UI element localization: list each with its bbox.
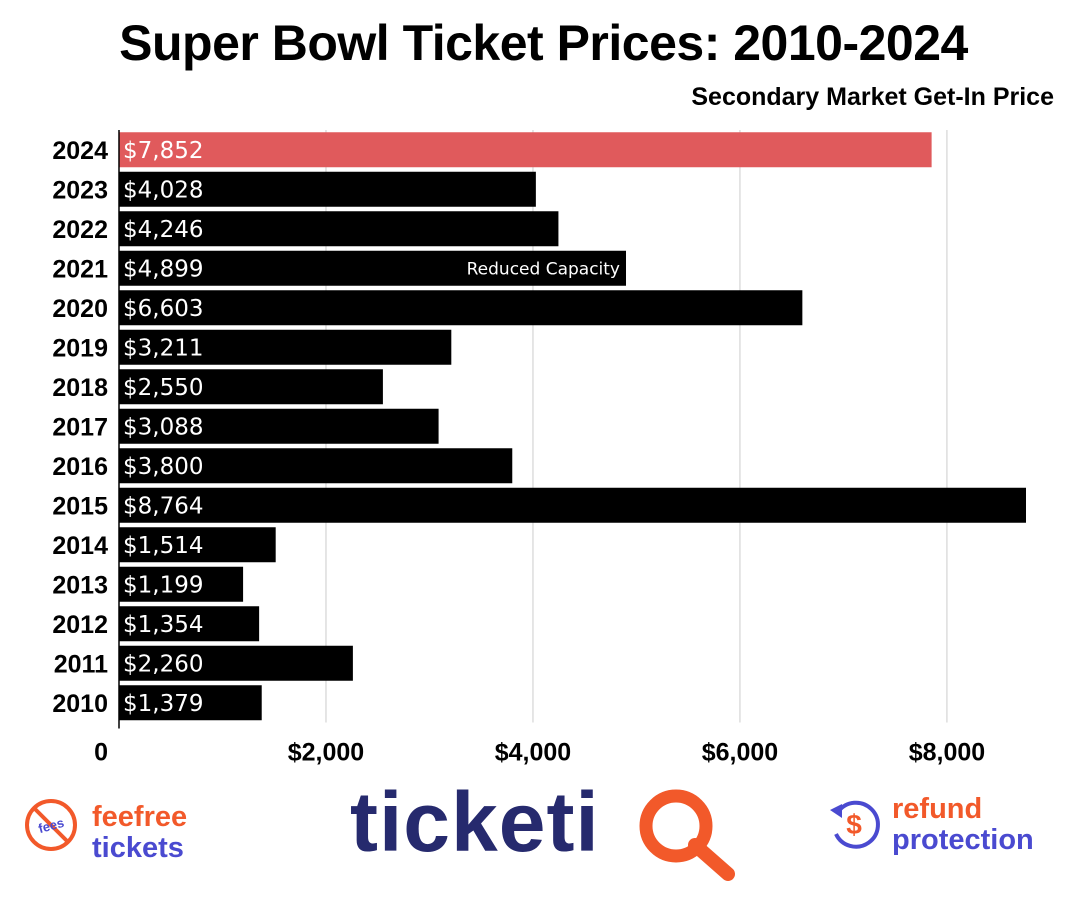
bar-value-label: $3,800	[123, 454, 203, 480]
bar	[119, 448, 513, 484]
x-tick-label: 0	[94, 739, 108, 767]
no-fees-icon-text: fees	[37, 815, 66, 836]
fee-free-tickets-logo: fees feefree tickets	[24, 788, 254, 864]
bar-value-label: $1,354	[123, 612, 203, 638]
category-label: 2023	[52, 176, 108, 204]
bar-value-label: $3,211	[123, 335, 203, 361]
ticketiq-wordmark: ticketi	[350, 775, 600, 869]
bar-value-label: $2,260	[123, 651, 203, 677]
refund-logo-line2: protection	[892, 824, 1034, 856]
bar-value-label: $2,550	[123, 375, 203, 401]
bar-value-label: $6,603	[123, 296, 203, 322]
svg-text:$: $	[846, 809, 862, 840]
x-tick-label: $2,000	[288, 739, 364, 767]
bar	[119, 487, 1026, 523]
x-tick-label: $6,000	[702, 739, 778, 767]
bar	[119, 566, 244, 602]
bar	[119, 645, 353, 681]
category-label: 2010	[52, 690, 108, 718]
bar	[119, 527, 276, 563]
bar	[119, 408, 439, 444]
bar	[119, 606, 260, 642]
bar-value-label: $1,379	[123, 691, 203, 717]
category-label: 2024	[52, 137, 108, 165]
category-label: 2011	[54, 650, 108, 678]
bar	[119, 329, 452, 365]
ticketiq-logo: ticketi	[350, 774, 750, 884]
bar-annotation: Reduced Capacity	[467, 259, 620, 279]
bar	[119, 250, 627, 286]
fee-logo-line1: feefree	[92, 801, 188, 833]
category-label: 2015	[52, 492, 108, 520]
bar	[119, 369, 383, 405]
refund-logo-line1: refund	[892, 793, 983, 825]
bar-value-label: $3,088	[123, 414, 203, 440]
category-label: 2021	[52, 255, 108, 283]
bar	[119, 171, 536, 207]
bar	[119, 132, 932, 168]
category-label: 2020	[52, 295, 108, 323]
category-label: 2014	[52, 532, 108, 560]
chart-subtitle: Secondary Market Get-In Price	[691, 83, 1054, 111]
bar-value-label: $4,246	[123, 217, 203, 243]
q-magnifier-icon	[639, 789, 735, 881]
bar	[119, 211, 559, 247]
category-label: 2013	[52, 571, 108, 599]
no-fees-icon: fees	[25, 799, 77, 851]
bar-value-label: $7,852	[123, 138, 203, 164]
category-label: 2017	[52, 413, 108, 441]
footer-logos: fees feefree tickets ticketi $ refund pr…	[0, 770, 1087, 900]
category-label: 2016	[52, 453, 108, 481]
bar-chart: $7,852 2024 $4,028 2023 $4,246 2022 $4,899 2021…	[52, 130, 1026, 767]
bar-value-label: $1,199	[123, 572, 203, 598]
category-label: 2018	[52, 374, 108, 402]
x-tick-label: $4,000	[495, 739, 571, 767]
refund-protection-logo: $ refund protection	[826, 788, 1066, 858]
bar-value-label: $4,028	[123, 177, 203, 203]
category-label: 2012	[52, 611, 108, 639]
category-label: 2019	[52, 334, 108, 362]
bar	[119, 685, 262, 721]
x-tick-label: $8,000	[909, 739, 985, 767]
fee-logo-line2: tickets	[92, 832, 184, 864]
bar-value-label: $4,899	[123, 256, 203, 282]
bar-value-label: $1,514	[123, 533, 203, 559]
bar-value-label: $8,764	[123, 493, 203, 519]
category-label: 2022	[52, 216, 108, 244]
bar	[119, 290, 803, 326]
refund-dollar-icon: $	[830, 800, 880, 849]
chart-title: Super Bowl Ticket Prices: 2010-2024	[119, 15, 968, 71]
